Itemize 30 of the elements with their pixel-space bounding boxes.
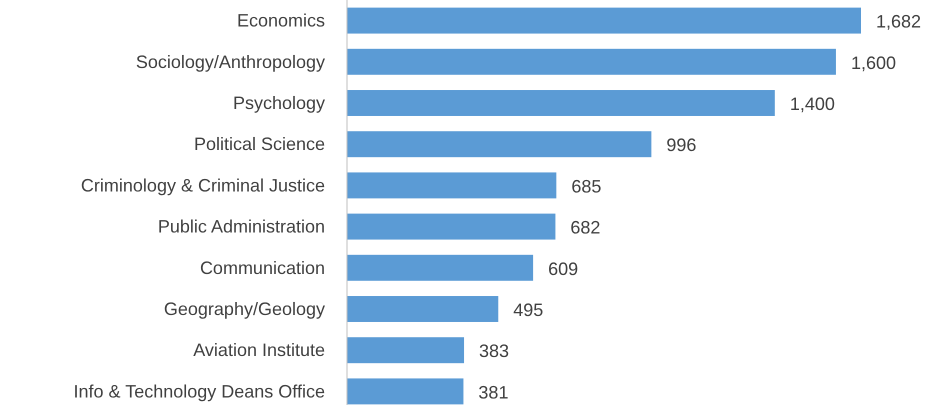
data-label: 381: [478, 382, 508, 402]
data-label: 1,600: [850, 52, 896, 73]
data-label: 685: [571, 176, 602, 196]
y-tick-label: Aviation Institute: [193, 340, 325, 360]
bar: [347, 254, 534, 281]
data-label: 495: [513, 300, 544, 320]
bar: [347, 296, 498, 322]
bar: [347, 90, 775, 116]
y-tick-label: Sociology/Anthropology: [136, 52, 325, 72]
y-tick-label: Political Science: [194, 134, 325, 154]
data-label: 1,400: [790, 94, 835, 114]
y-tick-label: Criminology & Criminal Justice: [80, 175, 325, 196]
bar: [347, 378, 464, 404]
bar: [347, 48, 836, 75]
y-tick-label: Info & Technology Deans Office: [74, 381, 325, 402]
bar: [347, 337, 464, 364]
y-tick-label: Geography/Geology: [164, 299, 325, 319]
y-tick-label: Public Administration: [158, 216, 325, 237]
y-tick-label: Psychology: [232, 93, 325, 113]
data-label: 996: [666, 135, 696, 156]
bar: [347, 172, 556, 198]
y-tick-label: Communication: [200, 258, 325, 278]
bar: [347, 214, 556, 240]
bar: [347, 8, 861, 34]
y-tick-label: Economics: [236, 10, 325, 31]
data-label: 383: [479, 341, 510, 362]
data-label: 609: [548, 258, 578, 279]
data-label: 682: [570, 218, 600, 238]
data-label: 1,682: [876, 12, 922, 32]
bar: [347, 131, 652, 158]
